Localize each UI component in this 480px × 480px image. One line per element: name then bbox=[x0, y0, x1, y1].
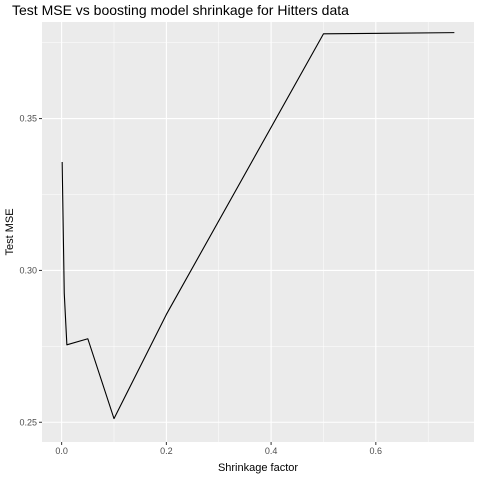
x-tick-label: 0.0 bbox=[55, 446, 68, 456]
y-axis-title: Test MSE bbox=[4, 208, 16, 255]
chart-title: Test MSE vs boosting model shrinkage for… bbox=[12, 2, 349, 18]
series-line-0 bbox=[61, 32, 455, 420]
x-tick-label: 0.4 bbox=[265, 446, 278, 456]
x-tick-label: 0.2 bbox=[160, 446, 173, 456]
series-layer bbox=[61, 32, 455, 420]
y-tick-label: 0.30 bbox=[19, 265, 37, 275]
plot-panel bbox=[42, 22, 474, 442]
y-tick-label: 0.35 bbox=[19, 114, 37, 124]
y-axis: 0.25 0.30 0.35 bbox=[19, 114, 42, 427]
grid-major bbox=[42, 22, 474, 442]
y-tick-label: 0.25 bbox=[19, 417, 37, 427]
grid-minor bbox=[42, 22, 474, 442]
x-tick-label: 0.6 bbox=[370, 446, 383, 456]
x-axis-title: Shrinkage factor bbox=[218, 462, 298, 474]
x-axis: 0.0 0.2 0.4 0.6 bbox=[55, 442, 382, 456]
